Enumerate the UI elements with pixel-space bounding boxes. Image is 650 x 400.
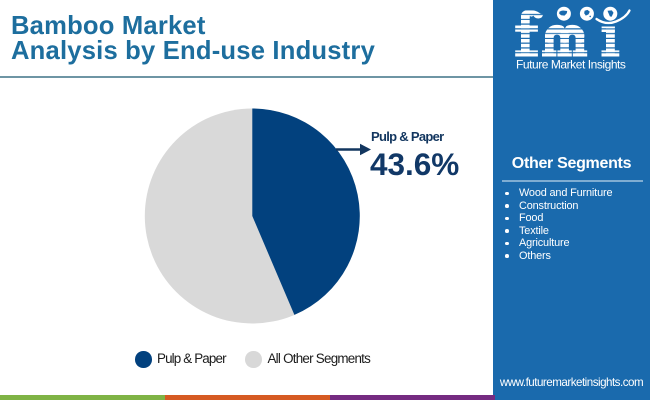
- svg-text:Future Market Insights: Future Market Insights: [516, 57, 626, 71]
